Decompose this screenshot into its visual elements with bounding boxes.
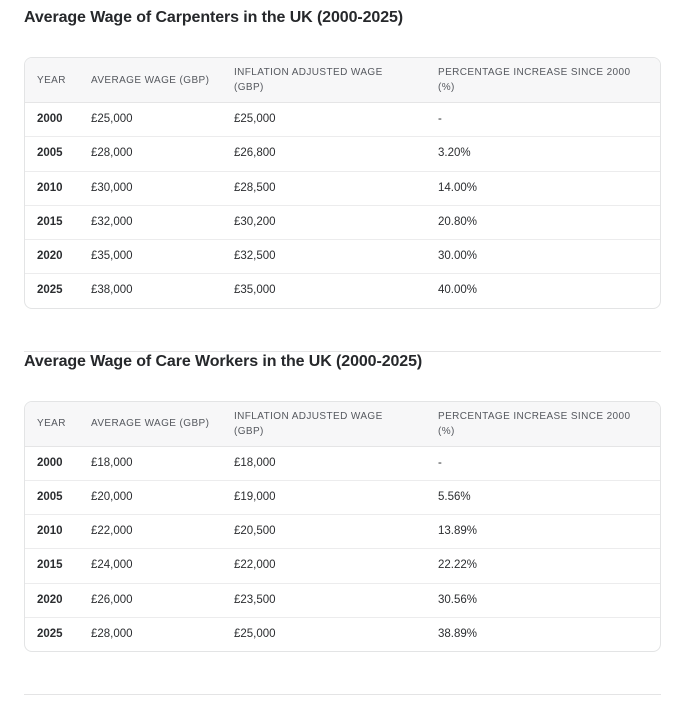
adjusted-wage-cell: £32,500 [222, 239, 426, 275]
year-cell: 2000 [25, 102, 79, 138]
adjusted-wage-cell: £18,000 [222, 446, 426, 481]
adjusted-wage-cell: £22,000 [222, 548, 426, 584]
year-cell: 2020 [25, 583, 79, 618]
table-row: 2000 £25,000 £25,000 - [25, 102, 660, 138]
average-wage-cell: £30,000 [79, 171, 222, 206]
year-cell: 2025 [37, 627, 63, 640]
average-wage-cell: £24,000 [79, 548, 222, 584]
table-row: 2015 £24,000 £22,000 22.22% [25, 548, 660, 584]
average-wage-cell: £26,000 [79, 583, 222, 618]
section-divider [24, 694, 661, 695]
percentage-increase-cell: 30.56% [426, 583, 660, 618]
adjusted-wage-cell: £25,000 [222, 102, 426, 138]
table-header-row: YEAR AVERAGE WAGE (GBP) INFLATION ADJUST… [25, 401, 660, 447]
table-row: 2005 £28,000 £26,800 3.20% [25, 136, 660, 172]
percentage-increase-cell: 30.00% [426, 239, 660, 275]
carpenters-table: YEAR AVERAGE WAGE (GBP) INFLATION ADJUST… [25, 58, 660, 307]
column-header-inflation-adjusted-wage: INFLATION ADJUSTED WAGE (GBP) [222, 401, 426, 447]
table-row: 2020 £26,000 £23,500 30.56% [25, 583, 660, 618]
percentage-increase-cell: 13.89% [426, 514, 660, 550]
average-wage-cell: £18,000 [79, 446, 222, 481]
adjusted-wage-cell: £28,500 [222, 171, 426, 206]
table-row: 2010 £22,000 £20,500 13.89% [25, 514, 660, 550]
table-header-row: YEAR AVERAGE WAGE (GBP) INFLATION ADJUST… [25, 58, 660, 104]
carpenters-table-card: YEAR AVERAGE WAGE (GBP) INFLATION ADJUST… [24, 57, 661, 309]
adjusted-wage-cell: £25,000 [234, 627, 276, 640]
average-wage-cell: £32,000 [79, 205, 222, 241]
percentage-increase-cell: - [426, 446, 660, 481]
column-header-year: YEAR [25, 401, 79, 447]
table-row: 2025 £38,000 £35,000 40.00% [25, 274, 660, 308]
percentage-increase-cell: 3.20% [426, 136, 660, 172]
section-divider [24, 350, 661, 352]
adjusted-wage-cell: £30,200 [222, 205, 426, 241]
percentage-increase-cell: 40.00% [438, 284, 478, 297]
average-wage-cell: £22,000 [79, 514, 222, 550]
year-cell: 2005 [25, 136, 79, 172]
column-header-year: YEAR [25, 58, 79, 104]
care-workers-table: YEAR AVERAGE WAGE (GBP) INFLATION ADJUST… [25, 401, 660, 651]
year-cell: 2000 [25, 446, 79, 481]
average-wage-cell: £38,000 [91, 284, 133, 297]
year-cell: 2010 [25, 171, 79, 206]
percentage-increase-cell: 38.89% [438, 627, 478, 640]
carpenters-section: Average Wage of Carpenters in the UK (20… [24, 8, 661, 309]
adjusted-wage-cell: £23,500 [222, 583, 426, 618]
adjusted-wage-cell: £35,000 [234, 284, 276, 297]
year-cell: 2010 [25, 514, 79, 550]
average-wage-cell: £25,000 [79, 102, 222, 138]
percentage-increase-cell: 5.56% [426, 480, 660, 516]
table-row: 2000 £18,000 £18,000 - [25, 446, 660, 481]
average-wage-cell: £28,000 [91, 627, 133, 640]
year-cell: 2020 [25, 239, 79, 275]
table-row: 2020 £35,000 £32,500 30.00% [25, 239, 660, 275]
percentage-increase-cell: - [426, 102, 660, 138]
care-workers-table-title: Average Wage of Care Workers in the UK (… [24, 352, 423, 370]
average-wage-cell: £20,000 [79, 480, 222, 516]
average-wage-cell: £28,000 [79, 136, 222, 172]
care-workers-table-card: YEAR AVERAGE WAGE (GBP) INFLATION ADJUST… [24, 400, 661, 652]
carpenters-table-title: Average Wage of Carpenters in the UK (20… [24, 9, 404, 26]
average-wage-cell: £35,000 [79, 239, 222, 275]
column-header-percentage-increase: PERCENTAGE INCREASE SINCE 2000 (%) [426, 401, 660, 447]
year-cell: 2025 [37, 284, 63, 297]
column-header-average-wage: AVERAGE WAGE (GBP) [79, 58, 222, 104]
column-header-average-wage: AVERAGE WAGE (GBP) [79, 401, 222, 447]
percentage-increase-cell: 22.22% [426, 548, 660, 584]
adjusted-wage-cell: £20,500 [222, 514, 426, 550]
table-row: 2025 £28,000 £25,000 38.89% [25, 617, 660, 651]
percentage-increase-cell: 20.80% [426, 205, 660, 241]
column-header-inflation-adjusted-wage: INFLATION ADJUSTED WAGE (GBP) [222, 58, 426, 104]
table-row: 2010 £30,000 £28,500 14.00% [25, 171, 660, 206]
year-cell: 2015 [25, 548, 79, 584]
table-row: 2015 £32,000 £30,200 20.80% [25, 205, 660, 241]
care-workers-section: Average Wage of Care Workers in the UK (… [24, 352, 661, 652]
year-cell: 2005 [25, 480, 79, 516]
column-header-percentage-increase: PERCENTAGE INCREASE SINCE 2000 (%) [426, 58, 660, 104]
adjusted-wage-cell: £26,800 [222, 136, 426, 172]
table-row: 2005 £20,000 £19,000 5.56% [25, 480, 660, 516]
year-cell: 2015 [25, 205, 79, 241]
adjusted-wage-cell: £19,000 [222, 480, 426, 516]
percentage-increase-cell: 14.00% [426, 171, 660, 206]
